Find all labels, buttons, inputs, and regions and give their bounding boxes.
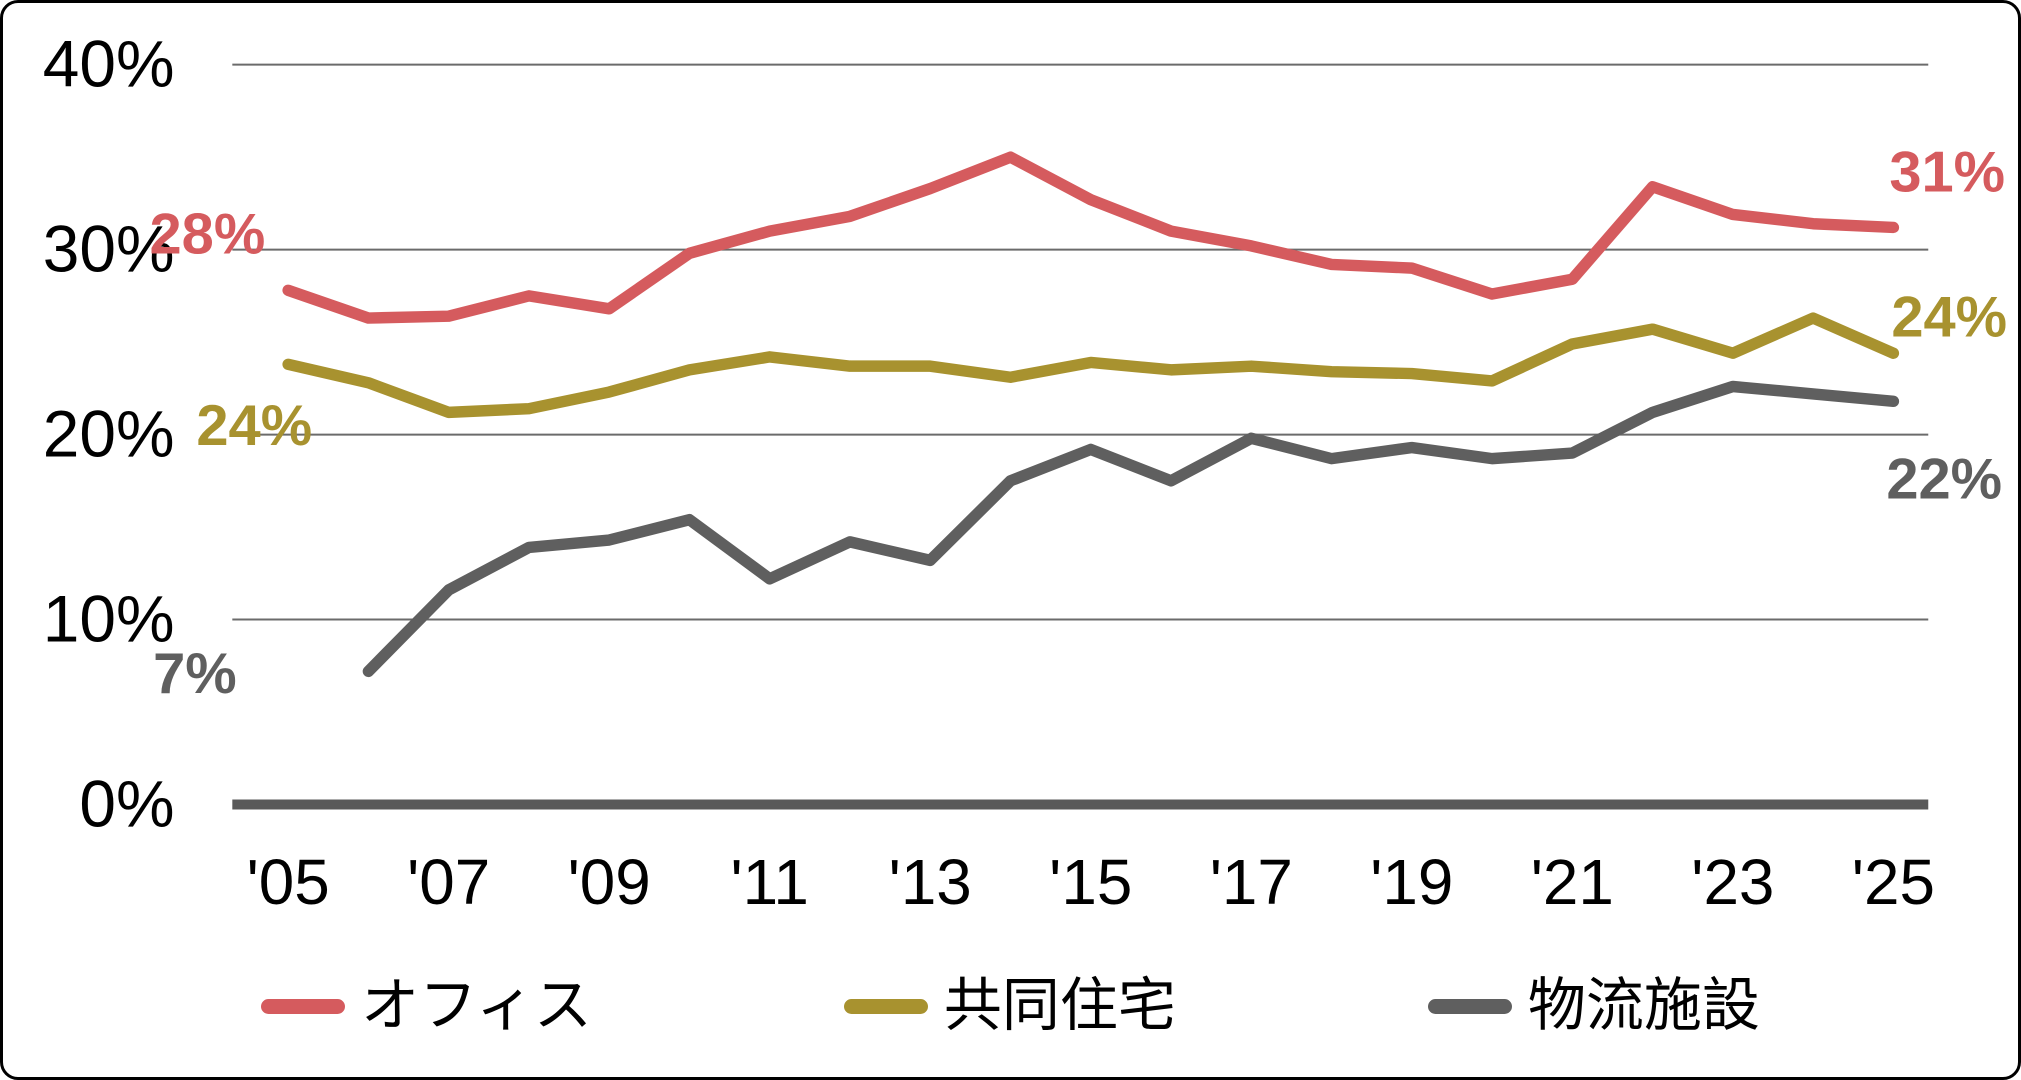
data-label-residential-start: 24%	[196, 394, 312, 458]
y-axis-tick-label: 30%	[43, 213, 175, 286]
legend-label-office: オフィス	[361, 973, 592, 1038]
x-axis-tick-label: '07	[407, 846, 490, 918]
x-axis-tick-label: '17	[1210, 846, 1293, 918]
y-axis-tick-label: 40%	[43, 28, 175, 101]
data-label-office-start: 28%	[150, 203, 266, 267]
series-line-residential	[282, 312, 1900, 419]
x-axis-tick-label: '25	[1852, 846, 1935, 918]
legend-swatch-office	[261, 998, 346, 1014]
data-label-logistics-end: 22%	[1886, 448, 2002, 512]
x-axis-tick-label: '21	[1531, 846, 1614, 918]
series-line-logistics	[362, 380, 1900, 678]
legend-item-residential: 共同住宅	[843, 973, 1176, 1038]
x-axis-tick-label: '11	[731, 846, 809, 918]
x-axis-tick-label: '19	[1370, 846, 1453, 918]
x-axis-tick-label: '09	[568, 846, 651, 918]
legend-label-residential: 共同住宅	[943, 973, 1176, 1038]
x-axis-tick-label: '05	[247, 846, 330, 918]
data-label-logistics-start: 7%	[153, 642, 237, 706]
chart-legend: オフィス 共同住宅 物流施設	[3, 951, 2018, 1061]
x-axis-tick-label: '13	[889, 846, 972, 918]
legend-item-logistics: 物流施設	[1427, 973, 1760, 1038]
legend-swatch-residential	[843, 998, 928, 1014]
x-axis-tick-label: '15	[1049, 846, 1132, 918]
data-label-office-end: 31%	[1889, 141, 2005, 205]
legend-swatch-logistics	[1427, 998, 1512, 1014]
y-axis-tick-label: 20%	[43, 398, 175, 471]
legend-item-office: オフィス	[261, 977, 592, 1035]
y-axis-tick-label: 10%	[43, 583, 175, 656]
y-axis-tick-label: 0%	[79, 767, 174, 840]
line-chart: 40% 30% 20% 10% 0% '05 '07 '09 '11 '13 '15 '17 '19 '2…	[43, 28, 2007, 918]
x-axis-tick-label: '23	[1691, 846, 1774, 918]
series-line-office	[282, 151, 1900, 324]
legend-label-logistics: 物流施設	[1527, 973, 1760, 1038]
data-label-residential-end: 24%	[1891, 285, 2007, 349]
